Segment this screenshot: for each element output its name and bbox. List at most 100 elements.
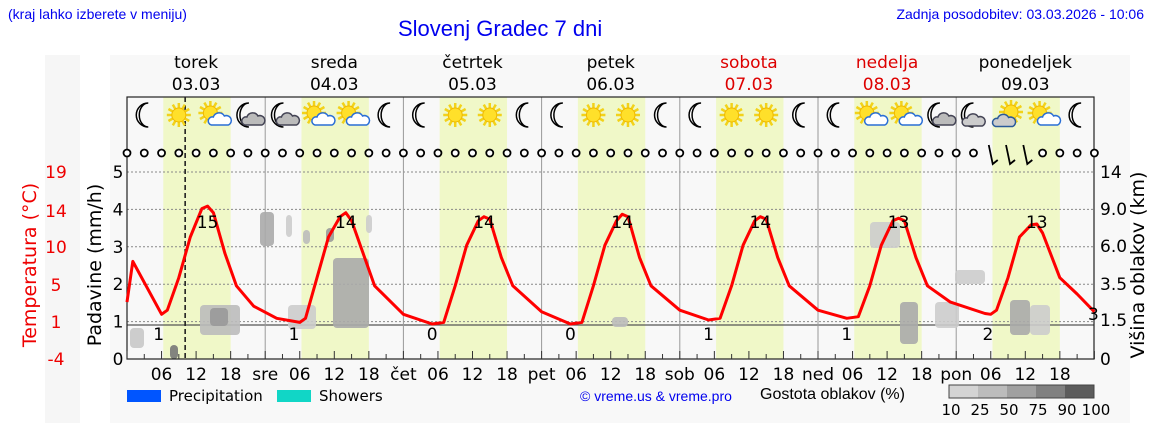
cloud-icon: [863, 112, 889, 126]
calm-wind-icon: [243, 148, 253, 158]
hour-label: 06: [704, 365, 726, 385]
cloud-density-blob: [170, 345, 178, 359]
sun-ray: [341, 101, 347, 108]
weather-icon-sun: [719, 103, 744, 127]
daily-min-label: 1: [841, 325, 852, 345]
precip-axis-label: Padavine (mm/h): [84, 184, 106, 347]
hour-label: 12: [1014, 365, 1036, 385]
sun-icon: [585, 107, 601, 123]
hour-label: 06: [980, 365, 1002, 385]
cloud-density-blob: [286, 215, 292, 237]
temp-axis-label: Temperatura (°C): [19, 183, 41, 348]
sun-ray: [306, 118, 312, 125]
sun-ray: [492, 103, 497, 110]
sun-ray: [582, 117, 588, 123]
cloud-density-tick: 25: [970, 401, 989, 419]
sun-ray: [734, 103, 739, 110]
calm-wind-icon: [554, 148, 564, 158]
day-abbr-label: ned: [802, 365, 834, 385]
day-name: sreda: [311, 53, 358, 73]
sun-ray: [1016, 104, 1023, 110]
region-hint[interactable]: (kraj lahko izberete v meniju): [8, 6, 187, 22]
calm-wind-icon: [623, 148, 633, 158]
sun-ray: [890, 105, 896, 111]
precip-tick: 1: [113, 313, 124, 333]
calm-wind-icon: [157, 148, 166, 158]
calm-wind-icon: [174, 148, 184, 158]
cloud-density-blob: [260, 212, 274, 246]
sun-ray: [595, 103, 601, 110]
cloud-density-blob: [612, 317, 628, 327]
day-date: 05.03: [448, 75, 497, 95]
day-date: 04.03: [310, 75, 359, 95]
sun-ray: [354, 105, 360, 111]
sun-ray: [319, 105, 326, 111]
daily-min-label: 0: [565, 325, 576, 345]
day-abbr-label: sob: [665, 365, 695, 385]
sun-ray: [478, 107, 485, 113]
calm-wind-icon: [692, 148, 702, 158]
legend-showers-label: Showers: [319, 387, 383, 405]
temp-tick: 5: [51, 276, 62, 296]
sun-ray: [630, 120, 636, 127]
cloud-icon: [961, 113, 986, 127]
weather-icon-moon-cloud: [236, 102, 266, 128]
sun-ray: [316, 101, 322, 108]
weather-icon-sun: [754, 103, 779, 127]
cloud-icon: [311, 112, 336, 126]
sun-ray: [771, 117, 778, 123]
moon-icon: [270, 102, 284, 128]
day-date: 09.03: [1001, 75, 1050, 95]
sun-ray: [460, 117, 467, 123]
calm-wind-icon: [278, 148, 287, 158]
sun-ray: [724, 120, 730, 127]
day-date: 06.03: [586, 75, 635, 95]
copyright-link[interactable]: © vreme.us & vreme.pro: [580, 388, 732, 404]
calm-wind-icon: [1038, 148, 1047, 158]
moon-icon: [927, 102, 941, 128]
legend-precipitation-label: Precipitation: [169, 387, 263, 405]
sun-ray: [171, 120, 177, 127]
sun-icon: [171, 107, 187, 123]
sun-ray: [495, 107, 501, 113]
cloud-density-swatch: [1036, 385, 1065, 398]
calm-wind-icon: [1090, 148, 1099, 158]
moon-icon: [515, 102, 529, 128]
calm-wind-icon: [640, 148, 650, 158]
weather-icon-sun-cloud: [854, 101, 889, 126]
sun-ray: [337, 115, 344, 121]
sun-ray: [859, 101, 865, 108]
calm-wind-icon: [934, 148, 944, 158]
weather-icon-sun: [581, 103, 606, 127]
weather-icon-moon: [377, 102, 391, 128]
hour-label: 18: [634, 365, 656, 385]
hour-label: 06: [842, 365, 864, 385]
weather-icon-sun-cloud: [336, 101, 371, 126]
cloud-density-blob: [900, 302, 918, 344]
page-title: Slovenj Gradec 7 dni: [398, 16, 603, 41]
cloud-icon: [241, 112, 266, 126]
sun-ray: [872, 105, 878, 111]
showers-swatch: [277, 390, 311, 402]
sun-ray: [167, 107, 174, 113]
sun-ray: [444, 117, 450, 123]
calm-wind-icon: [882, 148, 892, 158]
weather-icon-sun-cloud-heavy: [991, 100, 1024, 128]
calm-wind-icon: [364, 148, 374, 158]
weather-icon-sun: [477, 103, 502, 127]
cloud-height-tick: 3.5: [1100, 275, 1127, 295]
sun-ray: [734, 120, 739, 127]
sun-ray: [448, 120, 453, 127]
precip-tick: 5: [113, 163, 124, 183]
sun-ray: [633, 117, 639, 123]
cloud-density-blob: [1010, 300, 1030, 335]
calm-wind-icon: [502, 148, 512, 158]
calm-wind-icon: [571, 148, 581, 158]
daily-max-label: 14: [750, 213, 772, 233]
sun-ray: [215, 105, 222, 111]
sun-ray: [478, 117, 485, 123]
sun-ray: [1016, 114, 1023, 120]
sun-ray: [771, 107, 778, 113]
hour-label: 12: [876, 365, 898, 385]
sun-ray: [633, 107, 639, 113]
